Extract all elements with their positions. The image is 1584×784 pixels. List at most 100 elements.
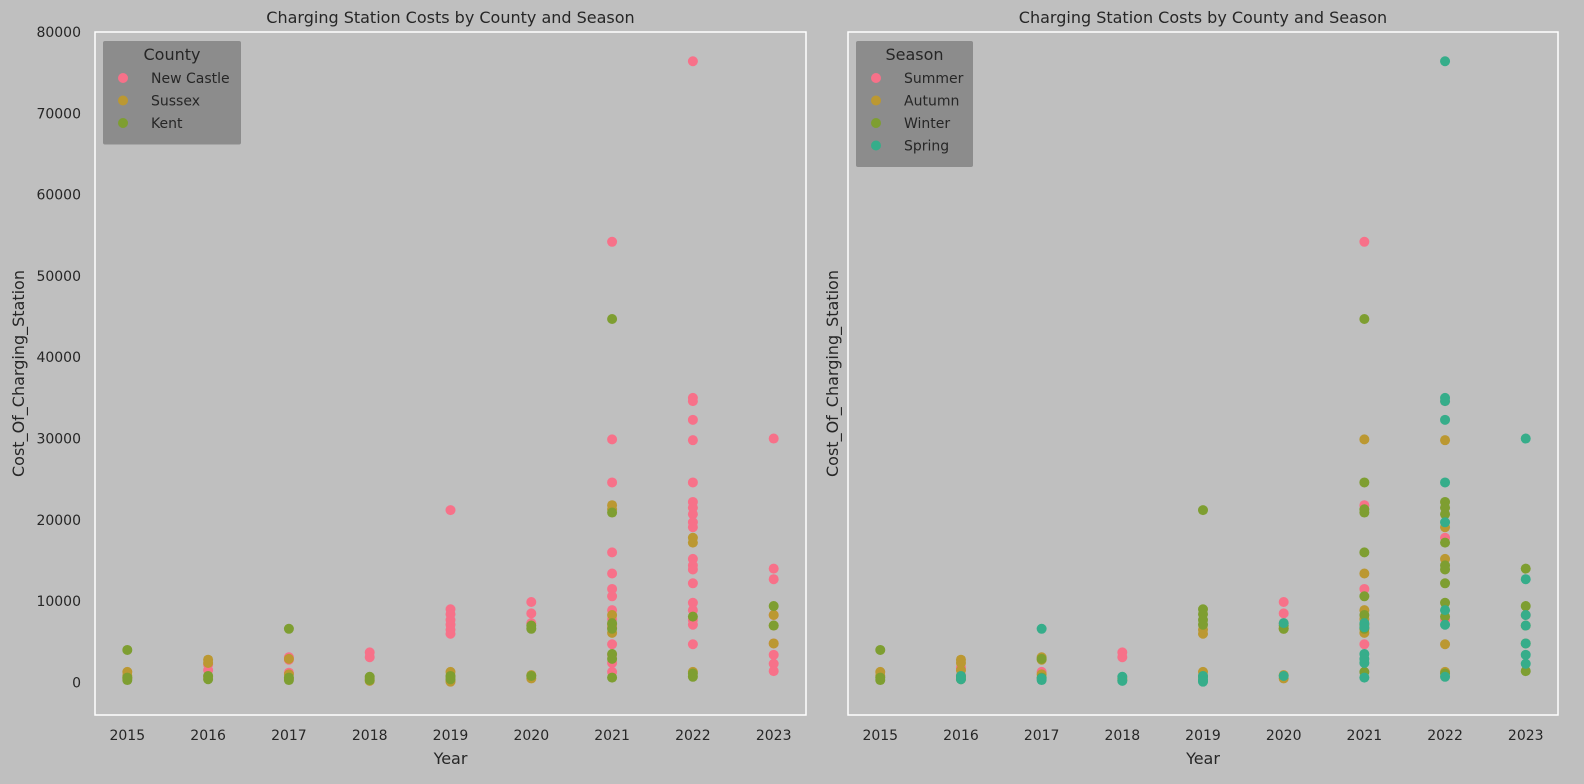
x-axis-label: Year	[433, 749, 468, 768]
data-point	[1440, 564, 1451, 575]
x-tick-label: 2021	[594, 728, 630, 744]
data-point	[687, 396, 698, 407]
data-point	[687, 477, 698, 488]
data-point	[768, 609, 779, 620]
data-point	[1359, 657, 1370, 668]
data-point	[687, 509, 698, 520]
data-point	[364, 652, 375, 663]
data-point	[1198, 619, 1208, 630]
data-point	[687, 671, 698, 682]
legend-entry: Sussex	[151, 94, 200, 110]
data-point	[1440, 537, 1451, 548]
chart-title: Charging Station Costs by County and Sea…	[1019, 8, 1387, 27]
data-point	[955, 657, 966, 668]
x-tick-label: 2023	[756, 728, 792, 744]
data-point	[607, 547, 618, 558]
legend: Season Summer Autumn Winter Spring	[856, 41, 973, 167]
data-point	[1359, 622, 1370, 633]
data-point	[607, 314, 618, 325]
data-point	[1440, 619, 1451, 630]
legend-box	[856, 41, 973, 167]
y-tick-label: 70000	[36, 106, 81, 122]
data-point	[1359, 547, 1370, 558]
legend-box	[103, 41, 241, 145]
data-point	[1520, 649, 1531, 660]
x-tick-label: 2019	[1185, 728, 1221, 744]
data-point	[768, 601, 779, 612]
data-point	[526, 670, 537, 681]
legend-marker	[118, 73, 128, 83]
series-kent	[122, 314, 779, 686]
x-tick-label: 2020	[1266, 728, 1302, 744]
legend-marker	[118, 118, 128, 128]
x-axis-label: Year	[1185, 749, 1220, 768]
data-point	[687, 537, 698, 548]
data-point	[445, 628, 456, 639]
data-point	[1520, 658, 1531, 669]
series-sussex	[122, 500, 779, 687]
legend-entry: New Castle	[151, 71, 230, 87]
x-tick-label: 2020	[513, 728, 549, 744]
legend-entry: Autumn	[904, 94, 959, 110]
data-point	[1440, 517, 1451, 528]
series-winter	[875, 314, 1531, 686]
data-point	[687, 522, 698, 533]
y-tick-label: 0	[72, 675, 81, 691]
legend-entry: Summer	[904, 71, 964, 87]
data-point	[1359, 236, 1370, 247]
data-point	[526, 623, 537, 634]
data-point	[1440, 605, 1451, 616]
data-point	[768, 666, 779, 677]
x-tick-label: 2021	[1347, 728, 1383, 744]
data-point	[1198, 676, 1208, 687]
data-point	[1359, 314, 1370, 325]
data-point	[768, 638, 779, 649]
y-tick-label: 40000	[36, 350, 81, 366]
data-point	[687, 619, 698, 630]
x-tick-label: 2016	[943, 728, 979, 744]
chart-panel-1: Charging Station Costs by County and Sea…	[9, 8, 807, 768]
data-point	[283, 653, 294, 664]
data-point	[1036, 623, 1047, 634]
data-point	[203, 657, 214, 668]
data-point	[1440, 578, 1451, 589]
legend-marker	[871, 140, 881, 151]
data-point	[687, 435, 698, 446]
y-tick-label: 60000	[36, 188, 81, 204]
legend-entry: Winter	[904, 116, 950, 132]
data-point	[1278, 670, 1289, 681]
series-new-castle	[203, 56, 779, 682]
data-point	[1359, 609, 1370, 620]
data-point	[1520, 638, 1531, 649]
data-point	[1440, 639, 1451, 650]
data-point	[687, 639, 698, 650]
data-point	[607, 639, 618, 650]
y-tick-label: 10000	[36, 594, 81, 610]
data-point	[768, 433, 779, 444]
data-point	[1440, 477, 1451, 488]
x-tick-label: 2015	[862, 728, 898, 744]
legend-marker	[118, 95, 128, 106]
x-tick-label: 2018	[1104, 728, 1140, 744]
y-tick-label: 50000	[36, 269, 81, 285]
y-axis-label: Cost_Of_Charging_Station	[9, 270, 29, 477]
x-tick-label: 2017	[271, 728, 307, 744]
data-point	[607, 507, 618, 518]
series-autumn	[875, 434, 1531, 684]
data-point	[526, 608, 537, 619]
data-point	[1198, 628, 1208, 639]
data-point	[283, 623, 294, 634]
data-point	[1520, 666, 1531, 677]
data-point	[1359, 583, 1370, 594]
data-point	[1440, 396, 1451, 407]
data-point	[875, 644, 886, 655]
plot-frame	[847, 31, 1559, 716]
legend: County New Castle Sussex Kent	[103, 41, 241, 145]
plot-frame	[94, 31, 807, 716]
data-point	[607, 568, 618, 579]
data-point	[1520, 620, 1531, 631]
data-point	[1520, 601, 1531, 612]
data-point	[1359, 434, 1370, 445]
chart-title: Charging Station Costs by County and Sea…	[266, 8, 634, 27]
